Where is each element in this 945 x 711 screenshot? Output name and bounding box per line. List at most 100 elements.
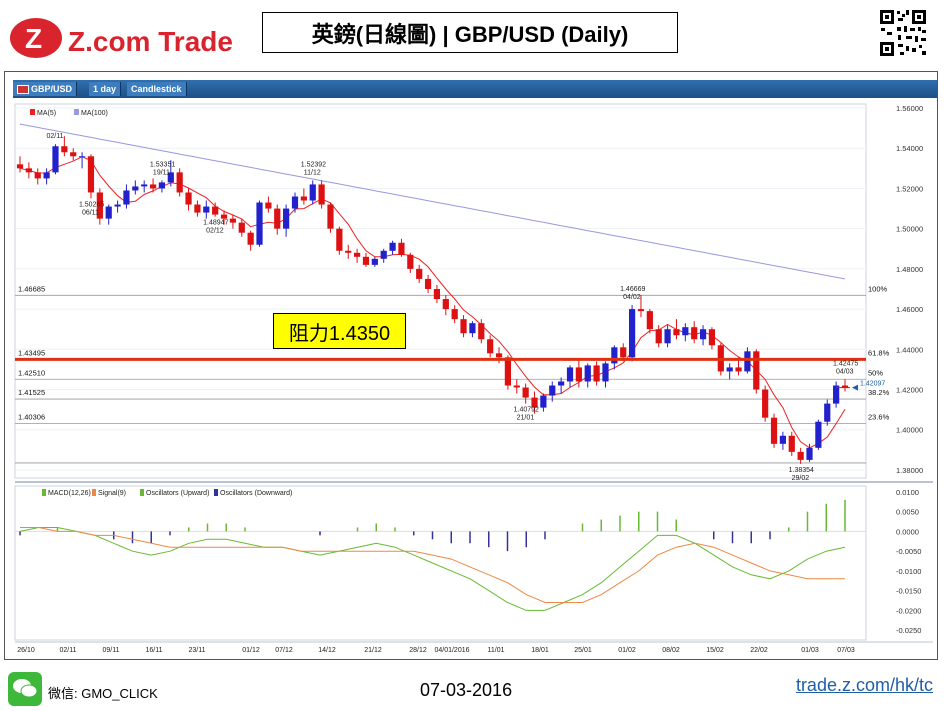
candle-body — [274, 208, 281, 229]
candle-body — [504, 357, 512, 386]
candle-body — [824, 403, 831, 422]
price-tick-label: 1.42000 — [896, 386, 923, 395]
price-tick-label: 1.44000 — [896, 345, 923, 354]
candle-body — [682, 327, 689, 336]
candle-body — [167, 172, 174, 183]
fib-price-label: 1.42510 — [18, 368, 45, 377]
macd-tick-label: -0.0250 — [896, 626, 921, 635]
candle-body — [362, 256, 370, 265]
x-tick-label: 08/02 — [662, 647, 680, 654]
logo-mark-icon: Z — [10, 18, 62, 58]
ma5-line — [19, 156, 846, 449]
candle-body — [806, 447, 813, 460]
interval-selector[interactable]: 1 day — [89, 82, 122, 96]
annotation-price: 1.46669 — [620, 286, 645, 293]
candle-body — [123, 190, 130, 205]
candle-body — [407, 254, 414, 269]
candle-body — [566, 367, 574, 382]
annotation-date: 02/12 — [206, 228, 224, 235]
website-link[interactable]: trade.z.com/hk/tc — [795, 675, 933, 695]
candle-body — [699, 329, 707, 340]
candle-body — [300, 196, 307, 201]
candle-body — [291, 196, 299, 209]
legend-swatch — [74, 109, 79, 115]
macd-tick-label: 0.0000 — [896, 527, 919, 536]
fib-percent-label: 50% — [868, 368, 883, 377]
report-date: 07-03-2016 — [420, 680, 513, 700]
macd-legend-swatch — [92, 489, 96, 496]
macd-panel — [14, 485, 867, 641]
wechat-icon — [8, 672, 42, 706]
candle-body — [345, 250, 352, 253]
x-tick-label: 18/01 — [531, 647, 549, 654]
candle-body — [735, 367, 742, 372]
candle-body — [841, 385, 849, 388]
candle-body — [770, 417, 778, 444]
resistance-label: 阻力1.4350 — [273, 313, 406, 349]
candle-body — [726, 367, 733, 372]
candle-body — [203, 206, 210, 213]
candle-body — [309, 184, 316, 201]
price-tick-label: 1.56000 — [896, 104, 923, 113]
candle-body — [398, 242, 405, 255]
x-tick-label: 11/01 — [488, 647, 505, 654]
chart-type-selector[interactable]: Candlestick — [127, 82, 187, 96]
candle-body — [43, 172, 50, 179]
candle-body — [114, 204, 121, 207]
candle-body — [256, 202, 263, 245]
annotation-price: 1.52392 — [301, 161, 326, 168]
candle-body — [673, 329, 680, 336]
candle-body — [34, 172, 41, 179]
candle-body — [815, 421, 822, 448]
candle-body — [158, 182, 166, 189]
candle-body — [549, 385, 556, 396]
candle-body — [584, 365, 591, 382]
legend-swatch — [30, 109, 35, 115]
symbol-selector[interactable]: GBP/USD — [13, 82, 78, 96]
candle-body — [442, 299, 449, 310]
legend-label: MA(100) — [81, 110, 108, 117]
price-tick-label: 1.48000 — [896, 265, 923, 274]
candle-body — [132, 186, 139, 191]
macd-legend-label: MACD(12,26) — [48, 490, 91, 497]
candle-body — [451, 309, 458, 320]
candle-body — [593, 365, 600, 382]
candle-body — [185, 192, 192, 205]
candle-body — [371, 258, 378, 265]
candle-body — [487, 339, 494, 354]
macd-legend-label: Oscillators (Downward) — [220, 490, 292, 497]
annotation-date: 19/11 — [153, 169, 170, 176]
current-price-label: 1.42097 — [860, 381, 885, 388]
candle-body — [558, 381, 565, 386]
x-tick-label: 07/12 — [275, 647, 293, 654]
macd-tick-label: -0.0150 — [896, 587, 921, 596]
candle-body — [575, 367, 582, 382]
candle-body — [779, 435, 787, 444]
candle-body — [628, 309, 636, 358]
fib-price-label: 1.43495 — [18, 348, 45, 357]
macd-tick-label: 0.0050 — [896, 508, 919, 517]
macd-tick-label: 0.0100 — [896, 488, 919, 497]
x-tick-label: 23/11 — [189, 647, 206, 654]
candle-body — [283, 208, 290, 229]
x-tick-label: 14/12 — [318, 647, 336, 654]
annotation-price: 1.38354 — [789, 467, 814, 474]
candle-body — [495, 353, 503, 358]
fib-price-label: 1.41525 — [18, 388, 45, 397]
candle-body — [16, 164, 24, 169]
price-tick-label: 1.54000 — [896, 144, 923, 153]
x-tick-label: 04/01/2016 — [434, 647, 469, 654]
x-tick-label: 25/01 — [574, 647, 592, 654]
candle-body — [353, 252, 361, 257]
candle-body — [531, 397, 538, 408]
candle-body — [513, 385, 520, 388]
candle-body — [247, 232, 254, 245]
fib-percent-label: 23.6% — [868, 413, 890, 422]
fib-price-label: 1.46685 — [18, 284, 45, 293]
candle-body — [96, 192, 103, 219]
x-tick-label: 02/11 — [60, 647, 77, 654]
candle-body — [655, 329, 662, 344]
candle-body — [70, 152, 77, 157]
candle-body — [522, 387, 529, 398]
